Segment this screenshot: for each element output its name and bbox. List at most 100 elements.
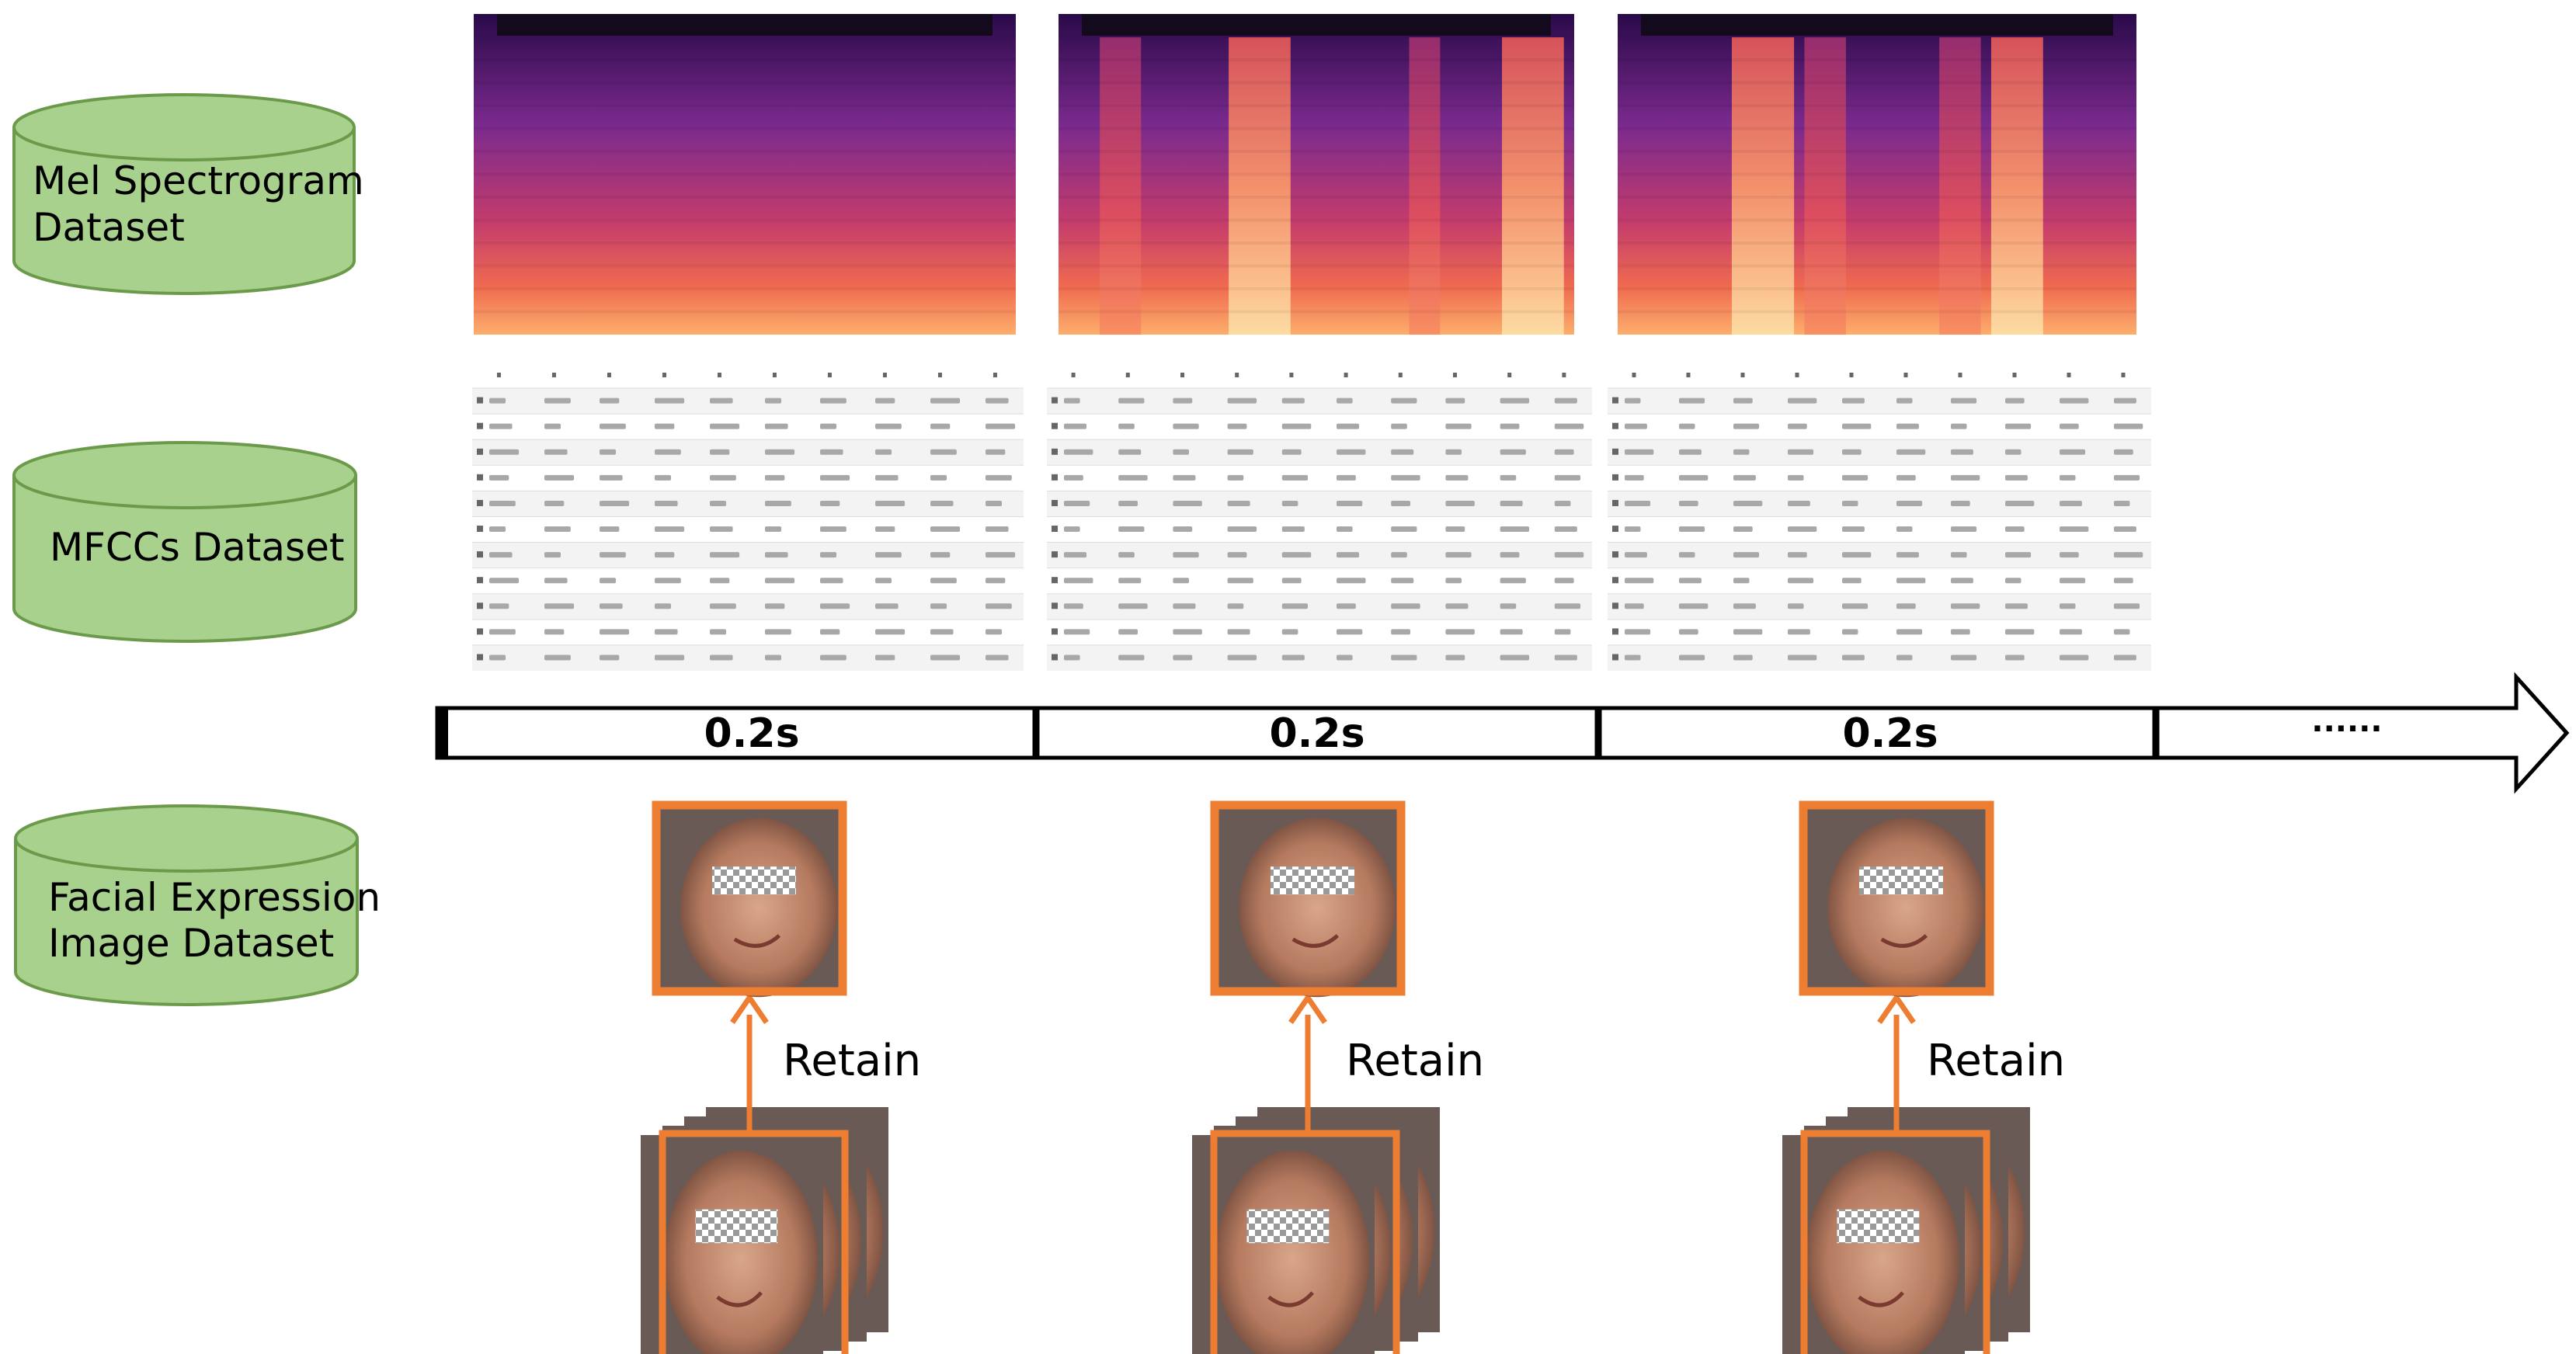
face-mouth	[1858, 1291, 1904, 1307]
table-cell-blur	[2114, 629, 2130, 635]
table-cell-blur	[1500, 552, 1520, 558]
table-cell-blur	[2060, 474, 2076, 481]
table-cell-blur	[2005, 603, 2028, 609]
retained-frame-border	[1799, 800, 1994, 996]
table-cell-blur	[1173, 654, 1193, 661]
table-cell-blur	[489, 423, 513, 429]
table-cell-blur	[1733, 500, 1763, 506]
table-cell-blur	[1842, 449, 1862, 455]
table-cell-blur	[1842, 526, 1865, 533]
table-cell-blur	[1281, 552, 1312, 558]
retained-frame-border	[1210, 800, 1406, 996]
table-cell-blur	[2060, 423, 2079, 429]
table-cell-blur	[1173, 398, 1193, 404]
table-cell-blur	[1951, 526, 1977, 533]
table-cell-blur	[1227, 578, 1253, 584]
table-header-mark	[1849, 373, 1854, 377]
table-cell-blur	[2060, 578, 2086, 584]
table-cell-blur	[1625, 526, 1641, 533]
table-cell-blur	[1788, 552, 1807, 558]
table-cell-blur	[930, 552, 951, 558]
table-cell-blur	[986, 603, 1012, 609]
spectrogram-energy-band	[1804, 37, 1846, 335]
table-cell-blur	[765, 526, 782, 533]
table-cell-blur	[1500, 398, 1530, 404]
dataset-label-line: Image Dataset	[48, 921, 334, 966]
table-cell-blur	[544, 629, 565, 635]
mel-spectrogram	[474, 14, 1016, 335]
table-cell-blur	[1391, 578, 1414, 584]
table-cell-blur	[1281, 578, 1302, 584]
table-cell-blur	[1391, 603, 1420, 609]
table-cell-blur	[1733, 449, 1750, 455]
table-cell-blur	[1788, 629, 1810, 635]
table-cell-blur	[1554, 398, 1577, 404]
table-cell-blur	[1391, 629, 1411, 635]
table-cell-blur	[710, 603, 736, 609]
face-photo	[680, 818, 837, 998]
table-header-mark	[1507, 373, 1512, 377]
table-cell-blur	[544, 552, 561, 558]
dataset-cylinder-mfcc: MFCCs Dataset	[12, 441, 357, 643]
table-cell-blur	[1733, 603, 1756, 609]
table-cell-blur	[930, 629, 954, 635]
table-cell-blur	[1445, 398, 1465, 404]
table-cell-blur	[1679, 500, 1698, 506]
stacked-frame	[1782, 1135, 1965, 1354]
table-cell-blur	[820, 603, 850, 609]
table-index-mark	[1612, 474, 1618, 481]
face-mouth	[733, 934, 781, 948]
table-cell-blur	[986, 423, 1016, 429]
table-cell-blur	[930, 603, 947, 609]
table-cell-blur	[710, 629, 727, 635]
eye-mask-censor	[1271, 866, 1354, 895]
table-cell-blur	[986, 654, 1009, 661]
table-cell-blur	[655, 654, 685, 661]
spectrogram-energy-band	[1731, 37, 1795, 335]
table-cell-blur	[1064, 449, 1093, 455]
table-cell-blur	[820, 398, 846, 404]
table-cell-blur	[2005, 578, 2022, 584]
table-header-mark	[1235, 373, 1239, 377]
table-cell-blur	[710, 526, 733, 533]
table-cell-blur	[1064, 500, 1090, 506]
table-cell-blur	[2060, 526, 2089, 533]
table-cell-blur	[1788, 526, 1817, 533]
table-index-mark	[1052, 448, 1058, 455]
table-cell-blur	[600, 578, 617, 584]
table-cell-blur	[1951, 578, 1973, 584]
table-cell-blur	[489, 654, 506, 661]
table-cell-blur	[1445, 474, 1469, 481]
retained-frame-image	[1803, 805, 1990, 998]
table-header-mark	[1180, 373, 1184, 377]
table-cell-blur	[1500, 578, 1526, 584]
table-cell-blur	[1500, 500, 1523, 506]
retained-frame-border	[652, 800, 847, 996]
spectrogram-energy-band	[1939, 37, 1981, 335]
table-index-mark	[1612, 551, 1618, 558]
table-header-mark	[496, 373, 501, 377]
table-cell-blur	[600, 449, 617, 455]
table-index-mark	[477, 526, 483, 533]
frame-stack	[1192, 1107, 1440, 1354]
table-cell-blur	[765, 578, 795, 584]
table-cell-blur	[1554, 629, 1571, 635]
table-cell-blur	[1788, 500, 1810, 506]
table-cell-blur	[1679, 474, 1709, 481]
table-index-mark	[477, 397, 483, 404]
eye-mask-censor	[1837, 1209, 1920, 1244]
table-cell-blur	[1500, 526, 1530, 533]
table-cell-blur	[986, 449, 1006, 455]
spectrogram-energy-band	[1100, 37, 1142, 335]
mfcc-table	[1608, 371, 2151, 671]
table-header-mark	[1740, 373, 1745, 377]
table-cell-blur	[1788, 654, 1817, 661]
table-cell-blur	[1281, 423, 1312, 429]
dataset-label-line: Facial Expression	[48, 875, 381, 920]
table-cell-blur	[544, 654, 571, 661]
table-index-mark	[477, 602, 483, 609]
table-cell-blur	[1896, 629, 1923, 635]
table-header-mark	[993, 373, 997, 377]
